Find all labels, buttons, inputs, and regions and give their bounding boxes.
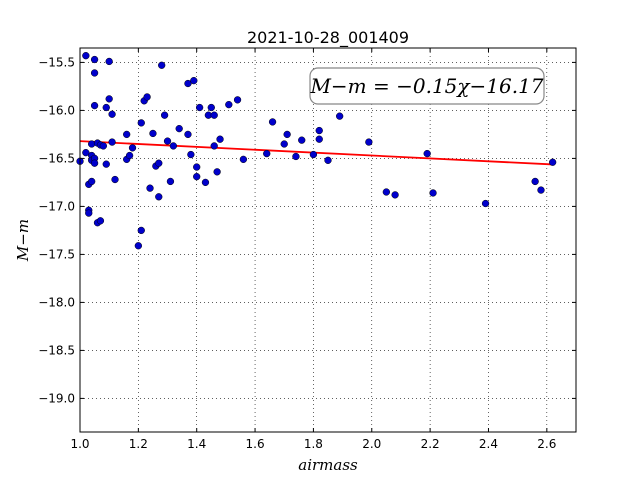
chart-title: 2021-10-28_001409 xyxy=(247,28,409,48)
data-point xyxy=(187,150,195,159)
data-point xyxy=(149,129,157,138)
data-point xyxy=(155,159,163,167)
data-point xyxy=(105,57,113,66)
data-point xyxy=(102,160,110,168)
data-point xyxy=(324,156,332,164)
x-tick-label: 2.6 xyxy=(537,437,556,451)
data-point xyxy=(216,135,224,143)
data-point xyxy=(108,138,116,146)
data-point xyxy=(143,93,151,101)
data-point xyxy=(102,103,110,112)
y-axis-label: M−m xyxy=(14,219,32,262)
data-point xyxy=(175,124,183,133)
data-point xyxy=(169,142,178,150)
data-point xyxy=(82,148,90,157)
axis-ticks xyxy=(79,48,576,432)
y-tick-label: −16.5 xyxy=(38,151,75,165)
x-tick-label: 1.0 xyxy=(70,437,89,451)
data-point xyxy=(193,163,201,171)
data-point xyxy=(315,135,323,143)
x-tick-label: 1.2 xyxy=(129,437,148,451)
data-point xyxy=(336,112,344,120)
data-point xyxy=(549,158,557,166)
data-point xyxy=(201,178,210,187)
x-tick-label: 2.2 xyxy=(421,437,440,451)
x-tick-label: 1.8 xyxy=(304,437,323,451)
y-tick-label: −17.5 xyxy=(38,247,75,261)
data-point xyxy=(195,103,204,112)
data-point xyxy=(280,140,288,148)
data-point xyxy=(184,130,192,139)
data-point xyxy=(365,138,373,146)
data-point xyxy=(90,159,99,167)
y-tick-label: −18.0 xyxy=(38,295,75,309)
data-point xyxy=(158,61,166,69)
data-point xyxy=(531,177,539,186)
y-tick-label: −18.5 xyxy=(38,343,75,357)
fit-annotation-box: M−m = −0.15χ−16.17 xyxy=(309,67,545,105)
data-point xyxy=(128,144,137,152)
data-point xyxy=(88,177,96,186)
data-point xyxy=(481,199,490,208)
x-tick-label: 1.4 xyxy=(187,437,206,451)
data-point xyxy=(190,76,198,85)
data-point xyxy=(382,188,391,196)
data-point xyxy=(210,142,218,150)
x-tick-label: 1.6 xyxy=(246,437,265,451)
data-point xyxy=(225,100,233,109)
data-point xyxy=(193,172,201,181)
data-point xyxy=(315,126,323,135)
data-point xyxy=(108,110,116,118)
data-point xyxy=(137,226,145,235)
data-point xyxy=(105,95,113,103)
data-point xyxy=(233,96,242,104)
data-point xyxy=(263,149,271,158)
data-point xyxy=(160,111,169,119)
x-axis-label: airmass xyxy=(298,456,358,474)
data-point xyxy=(155,193,163,201)
x-tick-label: 2.0 xyxy=(362,437,381,451)
data-point xyxy=(268,118,277,126)
data-point xyxy=(123,130,131,139)
x-tick-label: 2.4 xyxy=(479,437,498,451)
y-tick-label: −16.0 xyxy=(38,103,75,117)
fit-equation: M−m = −0.15χ−16.17 xyxy=(309,74,543,98)
data-point xyxy=(537,186,545,194)
annotation-frame xyxy=(309,67,545,105)
data-point xyxy=(96,217,105,225)
data-point xyxy=(166,177,175,186)
data-point xyxy=(184,79,192,88)
data-point xyxy=(90,55,99,64)
data-point xyxy=(292,152,300,161)
data-point xyxy=(134,242,143,250)
data-point xyxy=(423,149,431,158)
data-point xyxy=(283,130,291,139)
data-point xyxy=(391,191,399,199)
y-tick-label: −17.0 xyxy=(38,199,75,213)
data-point xyxy=(90,101,99,110)
y-tick-label: −19.0 xyxy=(38,391,75,405)
data-point xyxy=(137,119,145,127)
data-point xyxy=(125,151,134,160)
data-point xyxy=(85,209,93,217)
data-point xyxy=(207,103,215,112)
data-points xyxy=(76,52,557,250)
data-point xyxy=(213,168,221,176)
data-point xyxy=(210,111,218,119)
data-point xyxy=(239,155,248,164)
plot-area-frame xyxy=(79,47,577,433)
data-point xyxy=(163,137,172,145)
data-point xyxy=(146,184,154,192)
data-point xyxy=(298,136,306,144)
data-point xyxy=(99,142,107,150)
data-point xyxy=(111,175,119,184)
tick-labels: 1.0 1.2 1.4 1.6 1.8 2.0 2.2 2.4 2.6 −15.5 −16.0 −16… xyxy=(38,55,556,451)
y-tick-label: −15.5 xyxy=(38,55,75,69)
data-point xyxy=(90,69,99,77)
data-point xyxy=(429,189,437,197)
data-point xyxy=(82,52,90,60)
data-point xyxy=(309,150,318,159)
